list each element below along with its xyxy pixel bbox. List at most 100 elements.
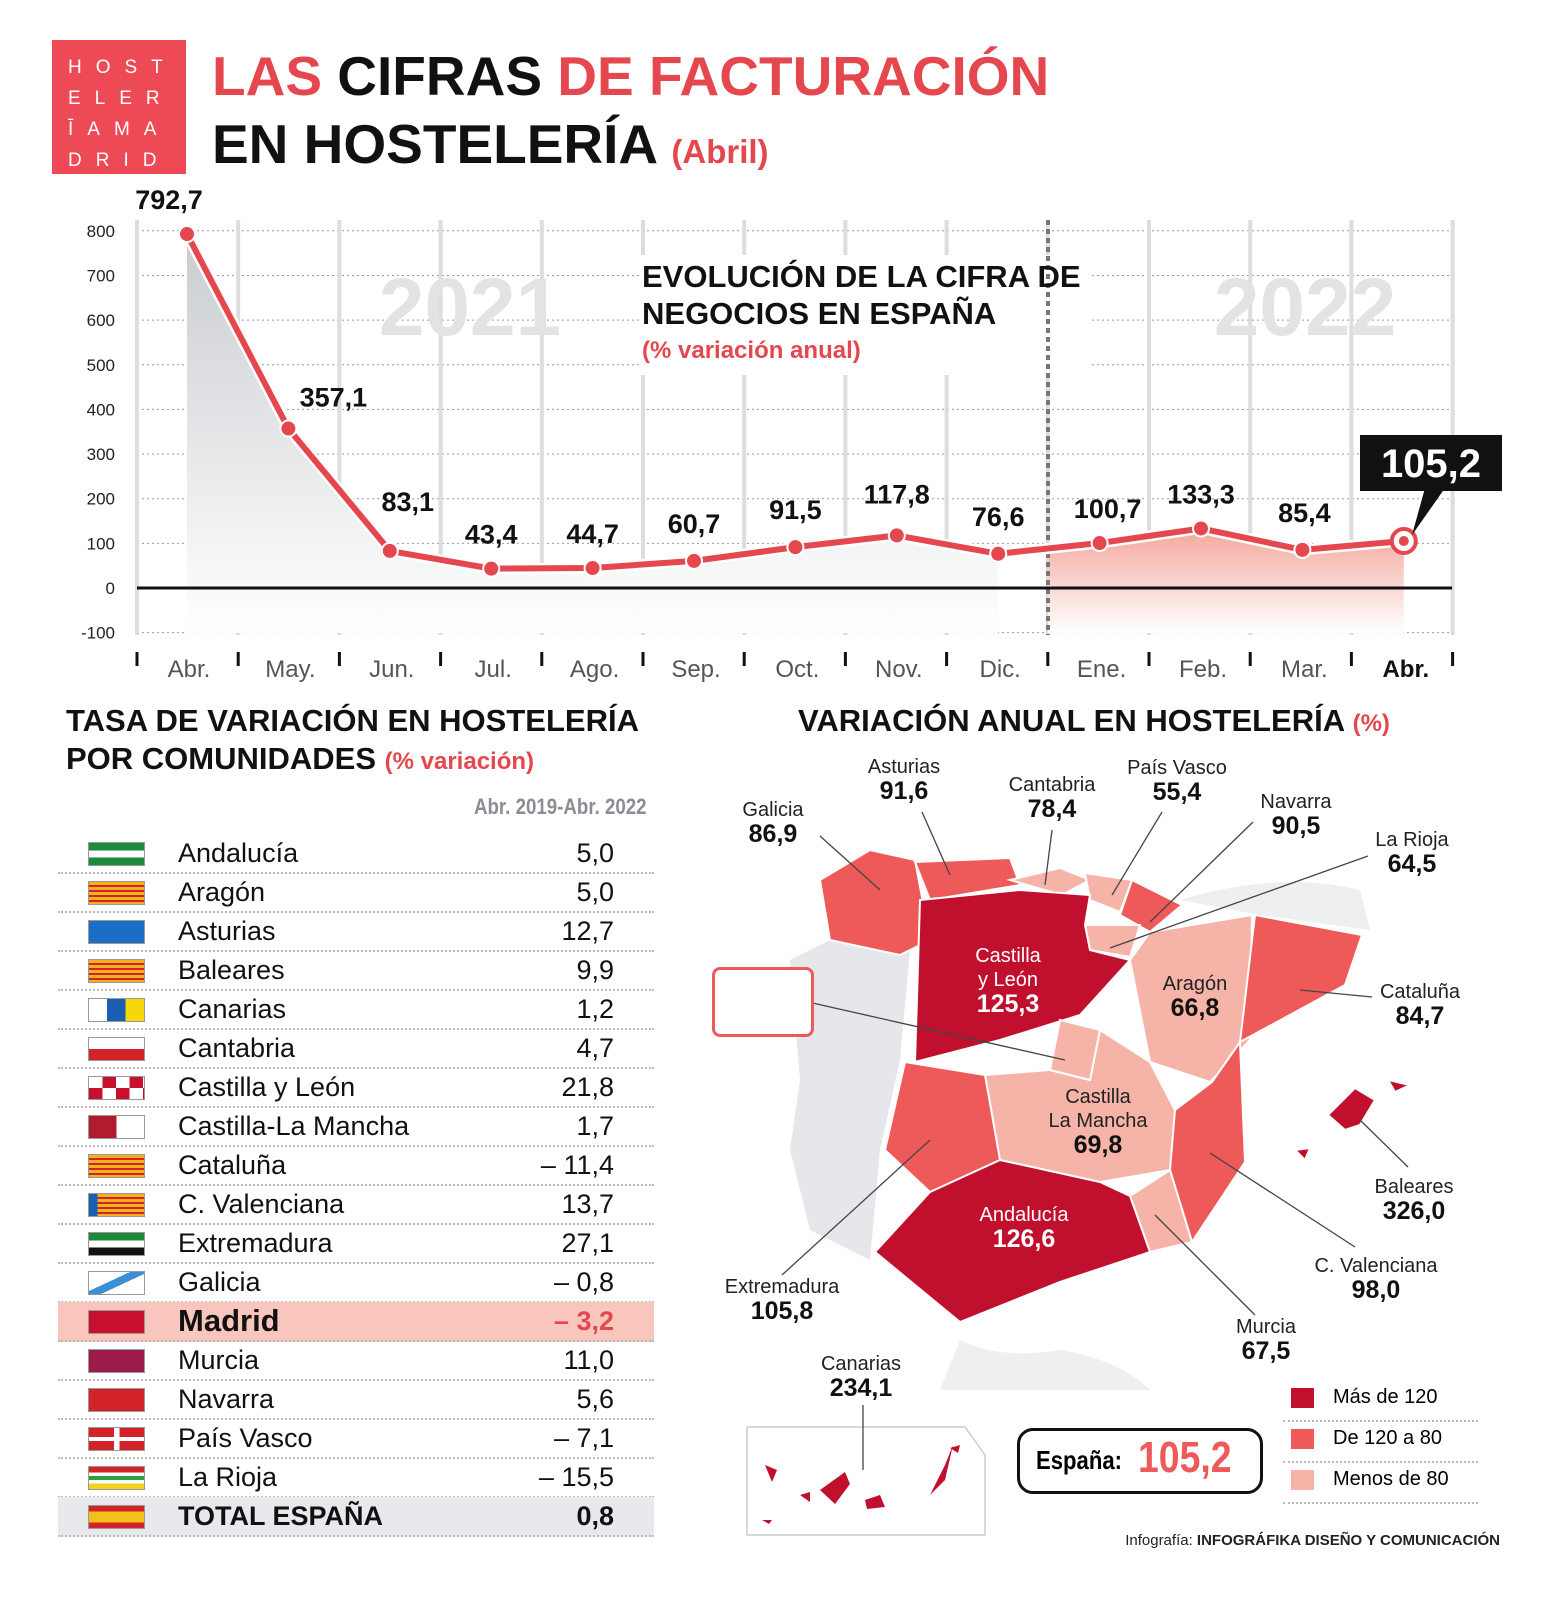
- region-madrid: [1048, 1018, 1102, 1082]
- community-name: País Vasco: [178, 1423, 313, 1453]
- canarias-islands: [762, 1445, 960, 1524]
- map-label-valenciana: C. Valenciana 98,0: [1286, 1254, 1466, 1303]
- flag-icon: [88, 1271, 145, 1295]
- table-title-line: TASA DE VARIACIÓN EN HOSTELERÍA: [66, 703, 639, 738]
- callout-pointer: [1412, 488, 1445, 535]
- region-value: 326,0: [1382, 1197, 1446, 1225]
- region-name: Castilla: [1065, 1086, 1131, 1108]
- x-tick-label: Abr.: [168, 656, 211, 683]
- table-title: TASA DE VARIACIÓN EN HOSTELERÍA POR COMU…: [66, 702, 639, 781]
- logo-line: DRID: [68, 150, 171, 171]
- community-value: 11,0: [563, 1345, 614, 1375]
- region-galicia: [818, 848, 932, 957]
- region-name: Extremadura: [724, 1276, 840, 1298]
- data-point: [1090, 534, 1109, 553]
- map-label-pvasco: País Vasco 55,4: [1087, 756, 1267, 805]
- flag-icon: [88, 1232, 145, 1256]
- x-tick-label: Dic.: [980, 656, 1021, 683]
- region-value: 66,8: [1170, 994, 1220, 1022]
- table-row: Aragón 5,0: [58, 873, 654, 913]
- table-row: Madrid – 3,2: [58, 1302, 654, 1342]
- title-part: EN HOSTELERÍA: [212, 113, 657, 175]
- map-label-baleares: Baleares 326,0: [1324, 1175, 1504, 1225]
- data-point: [178, 225, 196, 244]
- table-row: Navarra 5,6: [58, 1380, 654, 1420]
- community-value: 4,7: [576, 1033, 614, 1063]
- region-murcia: [1128, 1168, 1194, 1254]
- community-name: Navarra: [178, 1384, 275, 1414]
- espana-value: 105,2: [1138, 1433, 1232, 1482]
- chart-title: EVOLUCIÓN DE LA CIFRA DE NEGOCIOS EN ESP…: [642, 258, 1102, 369]
- area-fill: [187, 234, 999, 633]
- map-label-andalucia: Andalucía 126,6: [934, 1203, 1114, 1252]
- community-value: 27,1: [561, 1228, 614, 1258]
- legend-label: Más de 120: [1333, 1386, 1438, 1408]
- y-tick-label: 600: [87, 311, 115, 330]
- legend-swatch: [1291, 1470, 1314, 1490]
- map-label-clm: Castilla La Mancha 69,8: [1008, 1085, 1188, 1158]
- community-name: Galicia: [178, 1267, 261, 1297]
- y-tick-label: 800: [87, 222, 115, 241]
- community-name: Extremadura: [178, 1228, 333, 1258]
- region-cantabria: [1006, 866, 1093, 897]
- flag-icon: [88, 1037, 145, 1061]
- title-part: LAS: [212, 45, 322, 107]
- region-value: 84,7: [1395, 1002, 1445, 1030]
- credit-name: INFOGRÁFIKA DISEÑO Y COMUNICACIÓN: [1196, 1532, 1500, 1549]
- table-row: La Rioja – 15,5: [58, 1458, 654, 1498]
- legend-swatch: [1291, 1388, 1314, 1408]
- legend-label: De 120 a 80: [1333, 1427, 1442, 1449]
- region-asturias: [913, 856, 1022, 902]
- table-row: Galicia – 0,8: [58, 1263, 654, 1303]
- community-value: 5,0: [576, 877, 614, 907]
- title-part: DE FACTURACIÓN: [557, 45, 1050, 107]
- espana-total-box: España: 105,2: [1017, 1428, 1263, 1494]
- table-row: Andalucía 5,0: [58, 834, 654, 874]
- x-tick-label: Ago.: [570, 656, 619, 683]
- flag-icon: [88, 1193, 145, 1217]
- community-value: 12,7: [561, 916, 614, 946]
- map-label-cyl: Castilla y León 125,3: [918, 944, 1098, 1017]
- community-name: Baleares: [178, 955, 285, 985]
- region-name: Navarra: [1260, 791, 1332, 813]
- community-value: – 15,5: [538, 1462, 614, 1492]
- data-label: 357,1: [300, 383, 368, 413]
- x-tick-label: Oct.: [775, 656, 819, 683]
- year-label: 2021: [379, 262, 561, 353]
- data-label: 133,3: [1167, 479, 1235, 509]
- region-pais-vasco: [1083, 871, 1134, 914]
- region-value: 78,4: [1027, 795, 1077, 823]
- community-value: – 7,1: [553, 1423, 614, 1453]
- table-row: Cantabria 4,7: [58, 1029, 654, 1069]
- table-row: C. Valenciana 13,7: [58, 1185, 654, 1225]
- map-label-aragon: Aragón 66,8: [1105, 972, 1285, 1022]
- flag-icon: [88, 998, 145, 1022]
- flag-icon: [88, 1310, 145, 1334]
- x-tick-label: Sep.: [671, 656, 720, 683]
- community-value: 5,6: [576, 1384, 614, 1414]
- table-row: Castilla y León 21,8: [58, 1068, 654, 1108]
- x-tick-label: Mar.: [1281, 656, 1328, 683]
- map-label-cataluna: Cataluña 84,7: [1330, 980, 1510, 1030]
- community-name: Asturias: [178, 916, 276, 946]
- data-label: 117,8: [864, 479, 930, 509]
- community-value: 1,7: [576, 1111, 614, 1141]
- x-tick-label: Feb.: [1179, 656, 1227, 683]
- region-name: Cataluña: [1379, 981, 1461, 1003]
- x-tick-label: Nov.: [875, 656, 923, 683]
- region-value: 64,5: [1387, 850, 1437, 878]
- y-tick-label: 0: [106, 579, 115, 598]
- region-value: 105,8: [750, 1297, 814, 1325]
- logo-line: ELER: [68, 88, 174, 109]
- region-navarra: [1118, 878, 1184, 934]
- flag-icon: [88, 1466, 145, 1490]
- community-name: C. Valenciana: [178, 1189, 345, 1219]
- data-point: [583, 559, 602, 578]
- table-row: Canarias 1,2: [58, 990, 654, 1030]
- flag-icon: [88, 1115, 145, 1139]
- data-label: 44,7: [566, 519, 619, 549]
- map-label-navarra: Navarra 90,5: [1206, 790, 1386, 839]
- data-label: 76,6: [972, 502, 1025, 532]
- table-title-note: (% variación): [384, 748, 535, 775]
